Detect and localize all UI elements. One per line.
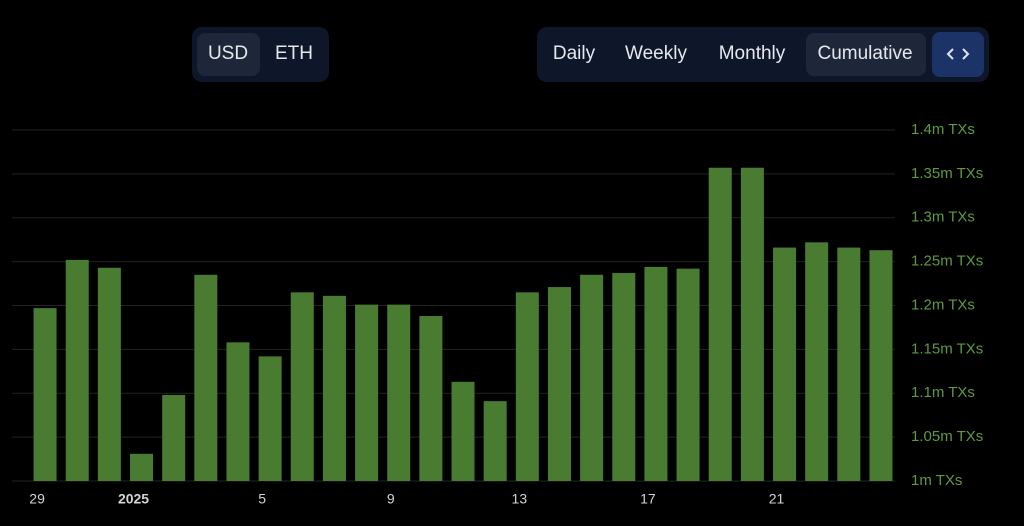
bar [322, 295, 346, 481]
y-tick-label: 1.4m TXs [911, 121, 975, 138]
bar [547, 287, 571, 481]
bar [837, 247, 861, 481]
bar [483, 401, 507, 481]
y-tick-label: 1.1m TXs [911, 384, 975, 401]
x-tick-label: 9 [387, 491, 395, 507]
embed-button[interactable] [932, 32, 984, 77]
bar [65, 259, 89, 481]
bar [869, 250, 893, 481]
y-tick-label: 1.2m TXs [911, 296, 975, 313]
y-tick-label: 1.15m TXs [911, 340, 983, 357]
x-tick-label: 13 [512, 491, 528, 507]
y-tick-label: 1.05m TXs [911, 428, 983, 445]
y-tick-label: 1.25m TXs [911, 253, 983, 270]
bar [612, 273, 636, 481]
plot: 1m TXs 1.05m TXs 1.1m TXs 1.15m TXs 1.2m TXs… [12, 121, 983, 507]
x-tick-label: 17 [640, 491, 656, 507]
bar [580, 274, 604, 481]
bar [515, 292, 539, 481]
bar [419, 316, 443, 481]
bar [226, 342, 250, 481]
bar [740, 167, 764, 482]
bar [194, 274, 218, 481]
bar [387, 304, 411, 481]
y-tick-label: 1.35m TXs [911, 165, 983, 182]
x-tick-label: 21 [769, 491, 785, 507]
bar [644, 266, 668, 481]
bar [33, 308, 57, 481]
bar [708, 167, 732, 482]
bar [451, 381, 475, 481]
bar [805, 242, 829, 481]
bar [130, 453, 154, 481]
bar [162, 395, 186, 481]
x-tick-label: 29 [29, 491, 45, 507]
selected-background [806, 33, 926, 76]
y-tick-label: 1.3m TXs [911, 209, 975, 226]
x-tick-label: 2025 [118, 491, 149, 507]
bar [676, 268, 700, 481]
embed-icon [946, 48, 970, 60]
bar [97, 267, 121, 481]
period-button[interactable]: Weekly [625, 43, 687, 64]
selected-background [197, 33, 260, 76]
y-tick-label: 1m TXs [911, 472, 962, 489]
currency-button[interactable]: ETH [275, 43, 313, 64]
bar [355, 304, 379, 481]
currency-button[interactable]: USD [208, 43, 248, 64]
x-tick-label: 5 [258, 491, 266, 507]
bar [258, 356, 282, 481]
bar [773, 247, 797, 481]
period-button[interactable]: Cumulative [817, 43, 912, 64]
bar [290, 292, 314, 481]
period-button[interactable]: Monthly [719, 43, 786, 64]
period-button[interactable]: Daily [553, 43, 596, 64]
